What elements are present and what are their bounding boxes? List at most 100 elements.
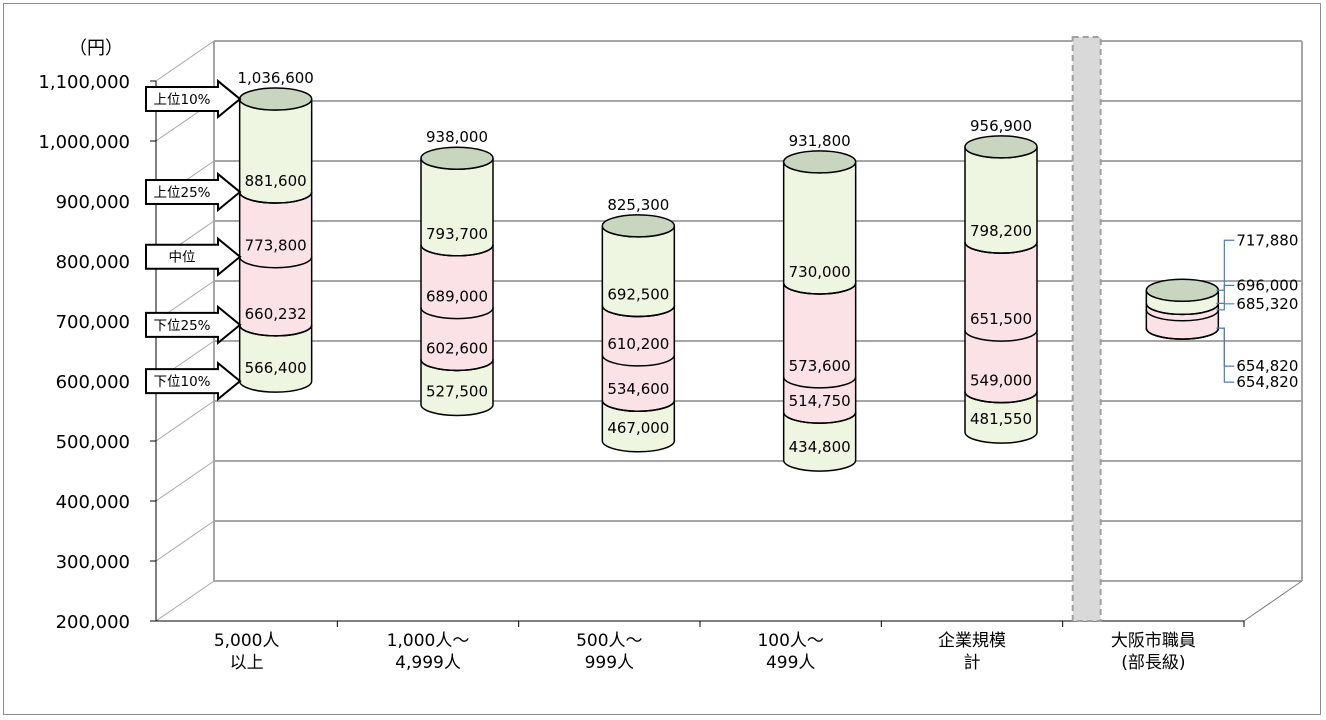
- cylinder-divider: [964, 241, 1038, 254]
- cylinder-divider: [1145, 309, 1220, 322]
- data-label: 696,000: [1236, 276, 1298, 294]
- percentile-marker-arrow: [145, 304, 242, 345]
- percentile-marker-arrow: [145, 171, 242, 213]
- floor-edge: [1243, 580, 1303, 622]
- data-label: 527,500: [426, 383, 488, 401]
- cylinder-divider: [1145, 327, 1220, 340]
- y-tick-label: 1,000,000: [38, 132, 130, 153]
- cylinder-divider: [238, 191, 313, 204]
- leader-line: [1216, 239, 1235, 291]
- cylinder-divider: [420, 359, 494, 372]
- data-label: 654,820: [1236, 357, 1298, 375]
- x-category-label: 100人～: [757, 631, 823, 651]
- x-category-label: 499人: [766, 653, 815, 673]
- data-label: 685,320: [1236, 295, 1298, 313]
- x-category-label: 大阪市職員: [1111, 631, 1196, 651]
- data-label: 654,820: [1236, 373, 1298, 391]
- cylinder-divider: [964, 329, 1038, 342]
- data-label: 938,000: [426, 128, 488, 146]
- x-category-label: 以上: [230, 653, 264, 673]
- percentile-marker-arrow: [145, 236, 242, 277]
- leader-line: [1216, 327, 1235, 367]
- x-category-label: 4,999人: [395, 653, 461, 673]
- y-tick-label: 700,000: [56, 312, 130, 333]
- data-label: 514,750: [789, 392, 851, 410]
- data-label: 467,000: [607, 419, 669, 437]
- data-label: 931,800: [789, 132, 851, 150]
- cylinder-top-cap: [238, 87, 313, 111]
- cylinder-top-cap: [1145, 278, 1220, 303]
- cylinder-divider: [238, 256, 313, 269]
- separator-column: [1071, 36, 1102, 622]
- data-label: 717,880: [1236, 231, 1298, 249]
- chart-frame: 200,000 300,000 400,000 500,000 600,000 700,0…: [3, 3, 1321, 715]
- leader-line: [1216, 303, 1235, 311]
- unit-label: （円）: [69, 38, 123, 59]
- x-category-label: 計: [964, 653, 981, 673]
- data-label: 881,600: [245, 172, 307, 190]
- data-label: 534,600: [607, 380, 669, 398]
- percentile-marker-label: 下位10%: [153, 374, 210, 390]
- y-tick-label: 200,000: [56, 612, 130, 633]
- gridline-diagonal: [155, 520, 215, 562]
- data-label: 689,000: [426, 288, 488, 306]
- percentile-marker-label: 上位25%: [153, 185, 210, 201]
- y-tick-label: 1,100,000: [38, 72, 130, 93]
- y-tick-label: 500,000: [56, 432, 130, 453]
- data-label: 566,400: [245, 359, 307, 377]
- data-label: 481,550: [970, 410, 1032, 428]
- cylinder-top-cap: [601, 214, 676, 238]
- gridline-diagonal: [155, 400, 215, 442]
- cylinder-top-cap: [782, 150, 857, 174]
- data-label: 651,500: [970, 310, 1032, 328]
- cylinder-divider: [1145, 303, 1220, 316]
- percentile-marker-label: 上位10%: [153, 92, 210, 108]
- x-category-label: (部長級): [1121, 653, 1185, 673]
- percentile-marker-arrow: [145, 361, 242, 402]
- data-label: 1,036,600: [237, 69, 313, 87]
- data-label: 798,200: [970, 222, 1032, 240]
- data-label: 956,900: [970, 117, 1032, 135]
- leader-line: [1216, 284, 1235, 304]
- cylinder-divider: [964, 391, 1038, 404]
- data-label: 692,500: [607, 286, 669, 304]
- y-tick-label: 400,000: [56, 492, 130, 513]
- data-label: 573,600: [789, 357, 851, 375]
- gridline-diagonal: [155, 40, 215, 82]
- y-tick-label: 800,000: [56, 252, 130, 273]
- x-category-label: 1,000人～: [387, 631, 470, 651]
- cylinder-divider: [420, 244, 494, 257]
- cylinder-divider: [782, 282, 857, 295]
- data-label: 730,000: [789, 263, 851, 281]
- cylinder-divider: [601, 400, 676, 412]
- data-label: 660,232: [245, 305, 307, 323]
- data-label: 825,300: [607, 196, 669, 214]
- x-category-label: 500人～: [576, 631, 642, 651]
- x-category-label: 企業規模: [938, 631, 1006, 651]
- data-label: 773,800: [245, 237, 307, 255]
- gridline-diagonal: [155, 580, 215, 622]
- cylinder-divider: [420, 307, 494, 320]
- percentile-marker-label: 中位: [169, 250, 196, 266]
- y-tick-label: 600,000: [56, 372, 130, 393]
- x-category-label: 999人: [585, 653, 634, 673]
- cylinder-divider: [782, 376, 857, 389]
- percentile-marker-arrow: [145, 78, 242, 120]
- data-label: 602,600: [426, 339, 488, 357]
- leader-line: [1216, 327, 1235, 383]
- gridline-diagonal: [155, 460, 215, 502]
- cylinder-top-cap: [420, 146, 494, 170]
- y-tick-label: 900,000: [56, 192, 130, 213]
- cylinder-top-cap: [964, 135, 1038, 159]
- data-label: 610,200: [607, 335, 669, 353]
- data-label: 434,800: [789, 438, 851, 456]
- y-tick-label: 300,000: [56, 552, 130, 573]
- cylinder-divider: [782, 412, 857, 424]
- cylinder-divider: [601, 354, 676, 367]
- cylinder-divider: [238, 324, 313, 337]
- x-category-label: 5,000人: [214, 631, 280, 651]
- cylinder-divider: [601, 305, 676, 318]
- data-label: 793,700: [426, 225, 488, 243]
- percentile-marker-label: 下位25%: [153, 318, 210, 334]
- chart-svg: 200,000 300,000 400,000 500,000 600,000 700,0…: [38, 36, 1303, 673]
